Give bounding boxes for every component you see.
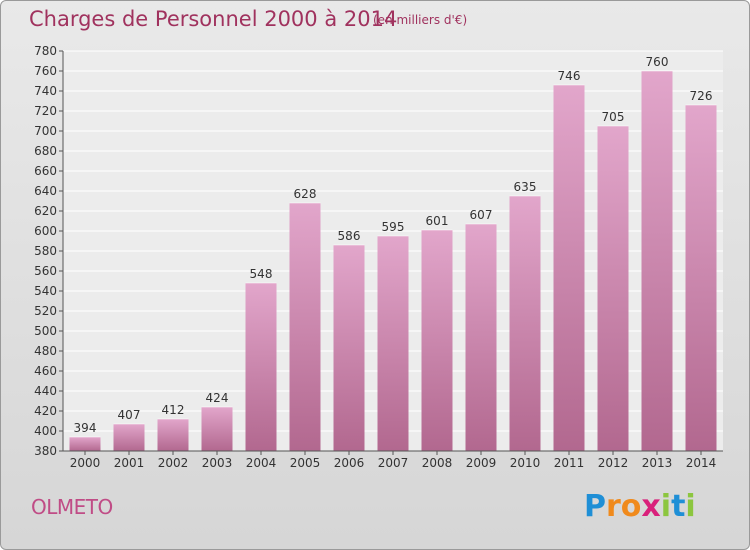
logo-letter: r xyxy=(606,489,621,524)
bar-2003 xyxy=(201,407,233,451)
x-tick-label: 2004 xyxy=(246,456,277,470)
logo-letter: t xyxy=(671,489,686,524)
bar-value-label: 548 xyxy=(250,267,273,281)
bar-2001 xyxy=(113,424,145,451)
y-tick-label: 640 xyxy=(34,184,57,198)
bar-value-label: 601 xyxy=(426,214,449,228)
x-tick-label: 2010 xyxy=(510,456,541,470)
x-tick-label: 2011 xyxy=(554,456,585,470)
y-tick-label: 560 xyxy=(34,264,57,278)
bar-value-label: 628 xyxy=(294,187,317,201)
logo-letter: o xyxy=(620,489,642,524)
bar-value-label: 595 xyxy=(382,220,405,234)
bar-value-label: 412 xyxy=(162,403,185,417)
x-tick-label: 2012 xyxy=(598,456,629,470)
y-tick-label: 580 xyxy=(34,244,57,258)
bar-value-label: 586 xyxy=(338,229,361,243)
bar-value-label: 635 xyxy=(514,180,537,194)
x-tick-label: 2008 xyxy=(422,456,453,470)
bar-value-label: 705 xyxy=(602,110,625,124)
x-tick-label: 2000 xyxy=(70,456,101,470)
bar-2007 xyxy=(377,236,409,451)
bar-2013 xyxy=(641,71,673,451)
bar-2014 xyxy=(685,105,717,451)
bar-2008 xyxy=(421,230,453,451)
bar-2012 xyxy=(597,126,629,451)
y-tick-label: 380 xyxy=(34,444,57,458)
y-tick-label: 620 xyxy=(34,204,57,218)
y-tick-label: 480 xyxy=(34,344,57,358)
y-tick-label: 680 xyxy=(34,144,57,158)
x-tick-label: 2002 xyxy=(158,456,189,470)
y-tick-label: 400 xyxy=(34,424,57,438)
bar-value-label: 607 xyxy=(470,208,493,222)
bar-value-label: 407 xyxy=(118,408,141,422)
x-tick-label: 2003 xyxy=(202,456,233,470)
bar-value-label: 746 xyxy=(558,69,581,83)
commune-name: OLMETO xyxy=(31,495,113,519)
x-tick-label: 2014 xyxy=(686,456,717,470)
chart-title: Charges de Personnel 2000 à 2014 xyxy=(29,7,398,31)
x-tick-label: 2006 xyxy=(334,456,365,470)
proxiti-logo[interactable]: Proxiti xyxy=(584,489,696,524)
y-tick-label: 740 xyxy=(34,84,57,98)
y-tick-label: 660 xyxy=(34,164,57,178)
y-tick-label: 500 xyxy=(34,324,57,338)
y-tick-label: 540 xyxy=(34,284,57,298)
y-tick-label: 700 xyxy=(34,124,57,138)
y-tick-label: 440 xyxy=(34,384,57,398)
y-tick-label: 600 xyxy=(34,224,57,238)
y-tick-label: 520 xyxy=(34,304,57,318)
chart-subtitle: (en milliers d'€) xyxy=(373,13,468,27)
y-tick-label: 420 xyxy=(34,404,57,418)
bar-2009 xyxy=(465,224,497,451)
y-tick-label: 760 xyxy=(34,64,57,78)
logo-letter: i xyxy=(685,489,696,524)
y-tick-label: 720 xyxy=(34,104,57,118)
bar-value-label: 726 xyxy=(690,89,713,103)
bar-value-label: 760 xyxy=(646,55,669,69)
bar-2004 xyxy=(245,283,277,451)
bar-2002 xyxy=(157,419,189,451)
bar-2010 xyxy=(509,196,541,451)
logo-letter: i xyxy=(660,489,672,524)
bar-2005 xyxy=(289,203,321,451)
bar-value-label: 424 xyxy=(206,391,229,405)
y-tick-label: 460 xyxy=(34,364,57,378)
x-tick-label: 2001 xyxy=(114,456,145,470)
logo-letter: P xyxy=(584,489,606,524)
x-tick-label: 2009 xyxy=(466,456,497,470)
bar-2011 xyxy=(553,85,585,451)
x-tick-label: 2013 xyxy=(642,456,673,470)
x-tick-label: 2005 xyxy=(290,456,321,470)
x-tick-label: 2007 xyxy=(378,456,409,470)
logo-letter: x xyxy=(641,489,661,524)
bar-value-label: 394 xyxy=(74,421,97,435)
y-tick-label: 780 xyxy=(34,44,57,58)
bar-2000 xyxy=(69,437,101,451)
bar-2006 xyxy=(333,245,365,451)
